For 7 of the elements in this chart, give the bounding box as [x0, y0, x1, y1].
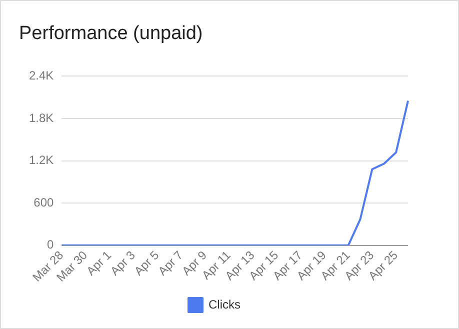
y-tick-label: 600 — [34, 195, 54, 210]
y-tick-label: 2.4K — [29, 68, 54, 83]
chart-title: Performance (unpaid) — [19, 23, 203, 45]
y-tick-label: 0 — [47, 238, 54, 252]
y-tick-label: 1.2K — [29, 153, 54, 168]
y-tick-label: 1.8K — [29, 110, 54, 125]
legend-label: Clicks — [208, 297, 240, 312]
